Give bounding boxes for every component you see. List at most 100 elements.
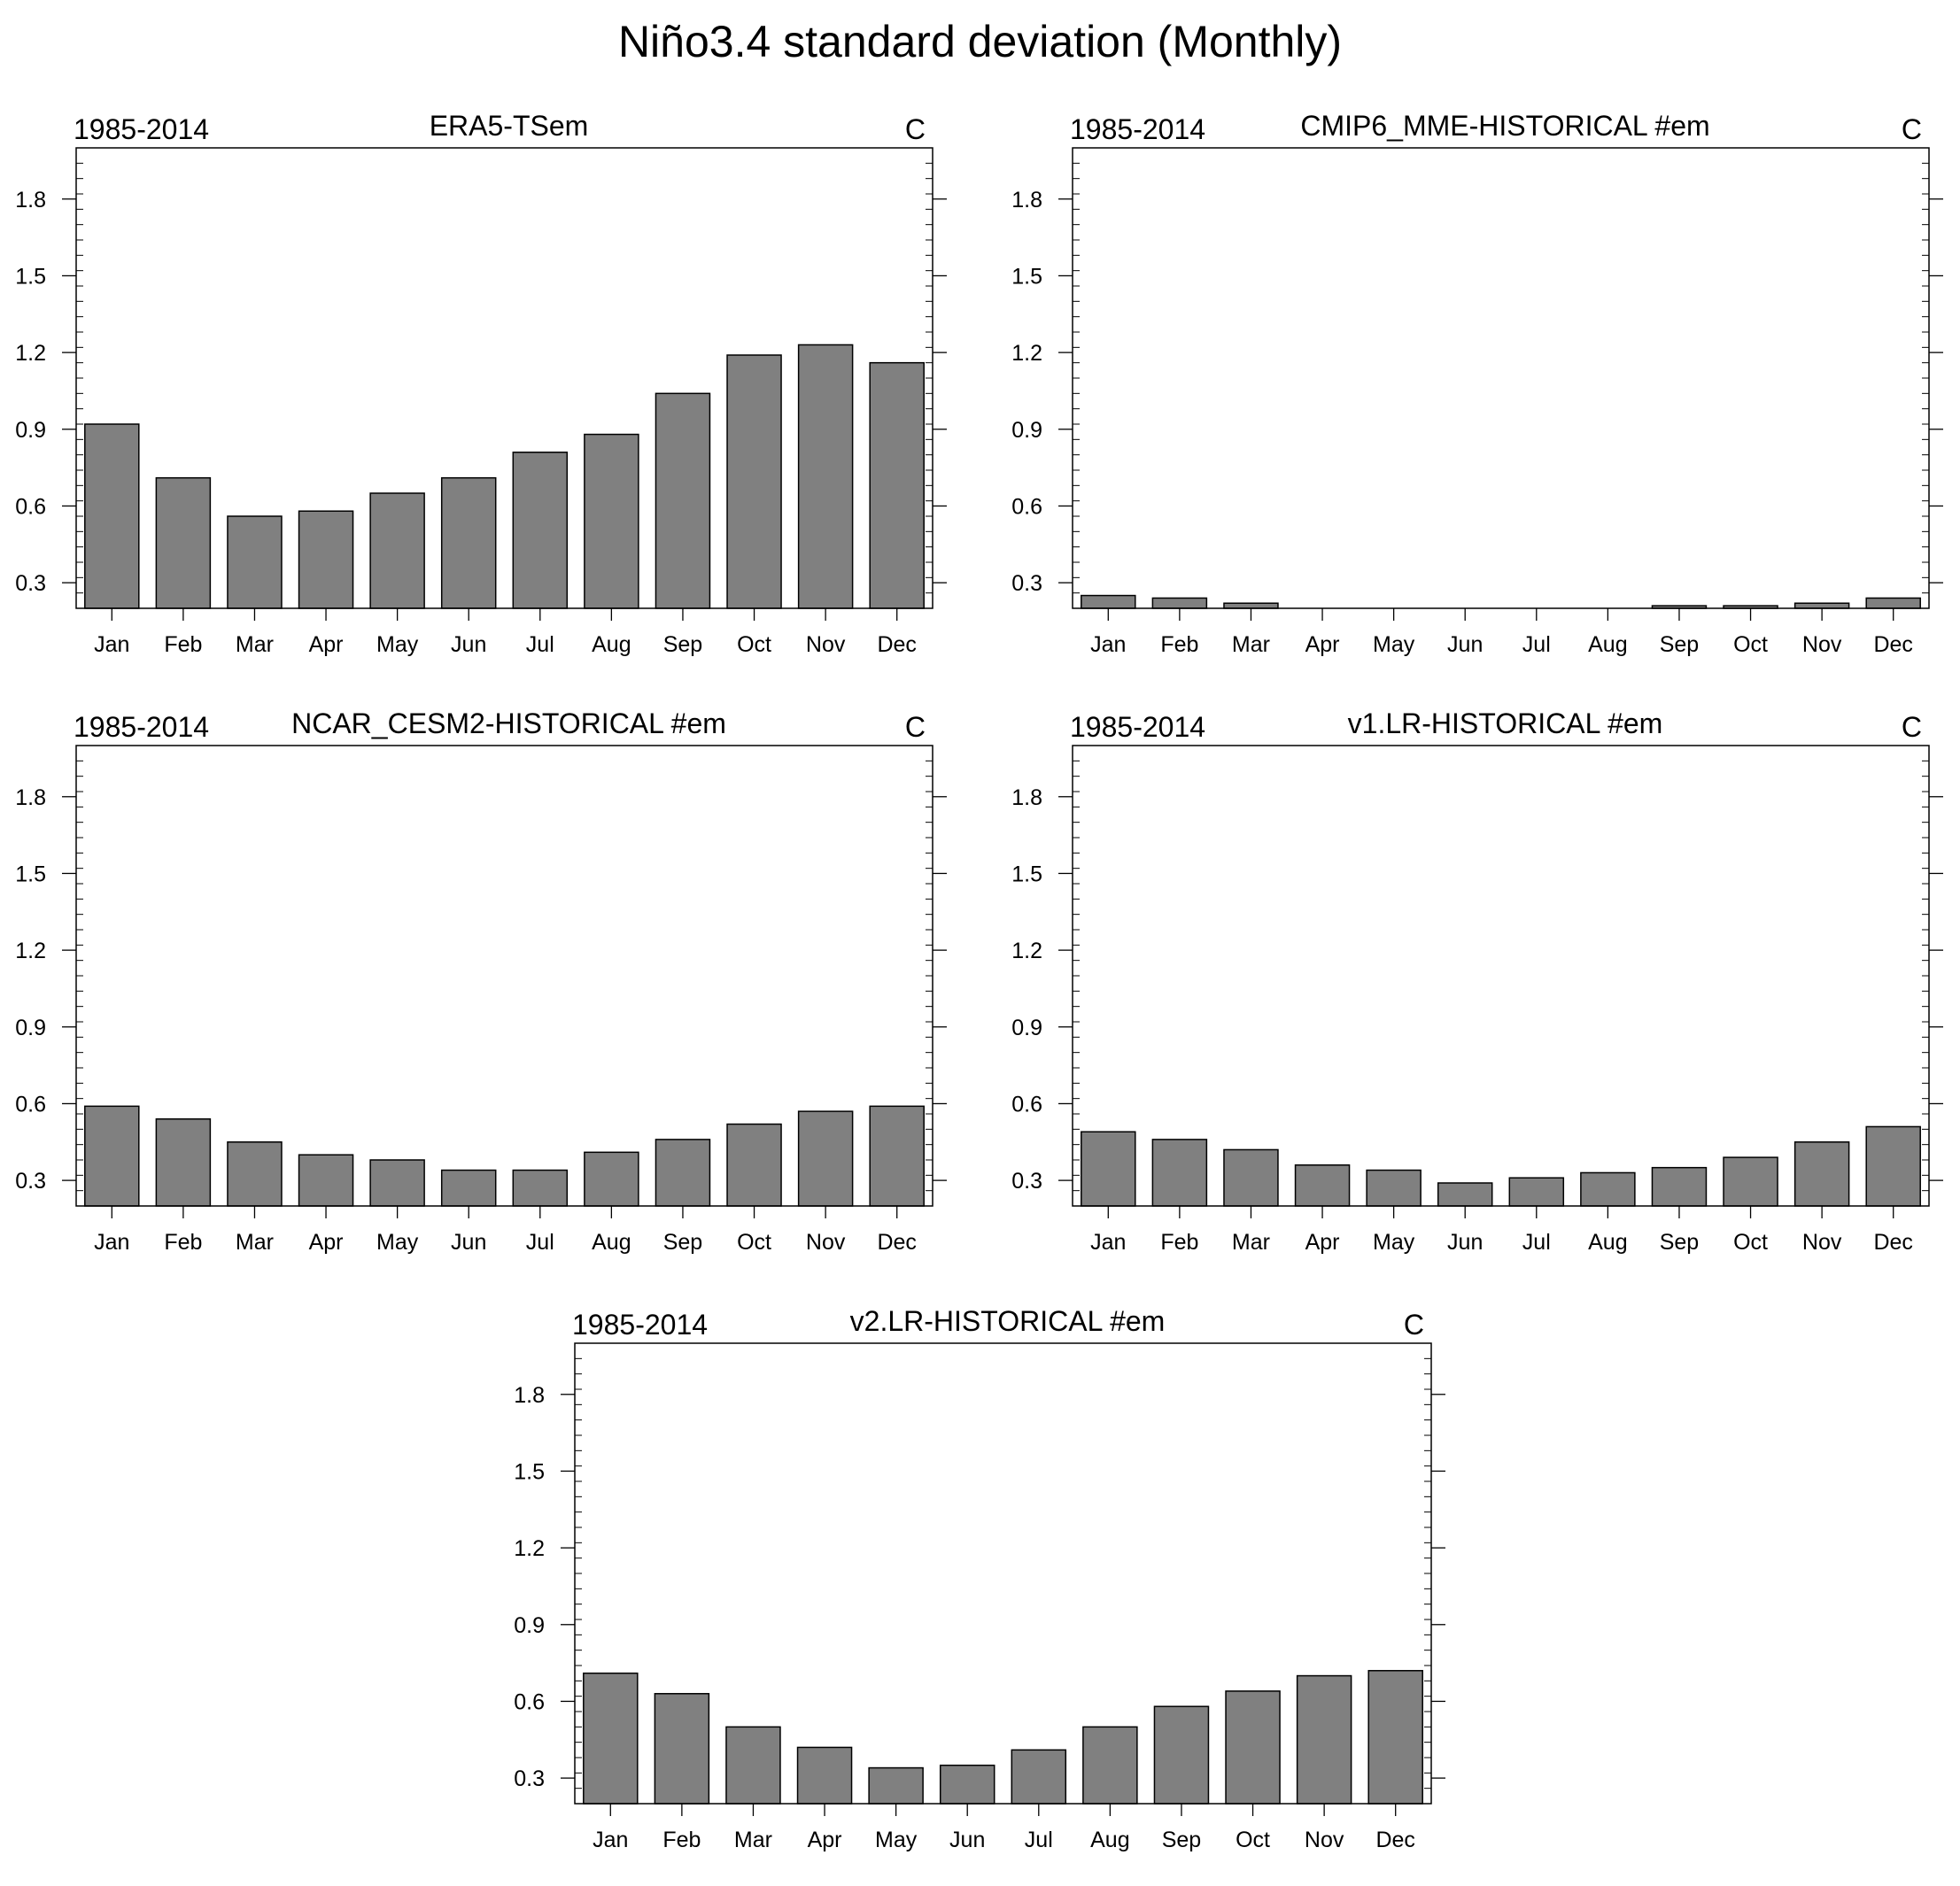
bar-may xyxy=(868,1766,924,1805)
x-tick-label-oct: Oct xyxy=(1733,632,1768,657)
y-tick-label: 0.6 xyxy=(514,1689,545,1714)
x-tick-label-mar: Mar xyxy=(236,632,274,657)
y-tick-label: 0.9 xyxy=(514,1613,545,1638)
bar-mar xyxy=(725,1726,781,1805)
bar-jan xyxy=(1081,1131,1136,1207)
x-tick-label-jan: Jan xyxy=(1090,632,1126,657)
y-tick-label: 0.6 xyxy=(15,494,46,519)
x-tick-label-apr: Apr xyxy=(808,1828,842,1852)
y-tick-label: 1.5 xyxy=(514,1459,545,1484)
bar-oct xyxy=(726,1123,782,1207)
bar-mar xyxy=(1223,1148,1279,1207)
bar-dec xyxy=(869,361,925,609)
y-tick-label: 0.6 xyxy=(1011,1092,1042,1117)
x-tick-label-mar: Mar xyxy=(1232,632,1270,657)
x-tick-label-nov: Nov xyxy=(1802,1230,1842,1255)
bar-jan xyxy=(84,423,140,609)
bar-mar xyxy=(227,1141,283,1207)
bar-sep xyxy=(655,392,711,609)
x-tick-label-feb: Feb xyxy=(1160,1230,1198,1255)
x-tick-label-jul: Jul xyxy=(1522,1230,1551,1255)
period-label: 1985-2014 xyxy=(74,113,209,145)
bar-apr xyxy=(1294,1164,1351,1207)
y-tick-label: 0.9 xyxy=(15,418,46,443)
x-tick-label-aug: Aug xyxy=(1588,1230,1627,1255)
x-tick-label-jun: Jun xyxy=(949,1828,985,1852)
bar-sep xyxy=(1153,1705,1210,1805)
x-tick-label-may: May xyxy=(875,1828,918,1852)
y-tick-label: 1.2 xyxy=(1011,341,1042,366)
bar-nov xyxy=(797,344,854,609)
bar-dec xyxy=(1367,1670,1423,1805)
bar-aug xyxy=(1580,1171,1636,1207)
bar-jul xyxy=(512,452,569,609)
panel-v1-lr: 1985-2014 v1.LR-HISTORICAL #em C 0.3 0.6 0.9 1… xyxy=(1011,707,1943,1255)
bar-dec xyxy=(1865,1125,1921,1207)
x-tick-label-jun: Jun xyxy=(1447,632,1483,657)
bar-jun xyxy=(440,1169,497,1207)
y-tick-label: 0.3 xyxy=(1011,1169,1042,1194)
x-tick-label-jul: Jul xyxy=(1025,1828,1053,1852)
bar-jul xyxy=(512,1169,569,1207)
y-tick-label: 0.3 xyxy=(15,1169,46,1194)
x-tick-label-sep: Sep xyxy=(663,1230,702,1255)
period-label: 1985-2014 xyxy=(1070,113,1205,145)
units-label: C xyxy=(905,113,926,145)
x-tick-label-jan: Jan xyxy=(94,1230,129,1255)
x-tick-label-dec: Dec xyxy=(1873,1230,1912,1255)
x-tick-label-oct: Oct xyxy=(737,632,771,657)
bar-oct xyxy=(1723,1156,1778,1207)
x-tick-label-mar: Mar xyxy=(1232,1230,1270,1255)
panel-title: ERA5-TSem xyxy=(430,110,589,142)
x-tick-label-jun: Jun xyxy=(451,632,486,657)
period-label: 1985-2014 xyxy=(1070,711,1205,743)
panel-cmip6-mme: 1985-2014 CMIP6_MME-HISTORICAL #em C 0.3 0.6… xyxy=(1011,110,1943,657)
x-tick-label-may: May xyxy=(376,1230,419,1255)
x-tick-label-jul: Jul xyxy=(526,1230,554,1255)
x-tick-label-sep: Sep xyxy=(663,632,702,657)
figure-title: Niño3.4 standard deviation (Monthly) xyxy=(617,17,1343,66)
bar-feb xyxy=(1151,597,1208,609)
bar-may xyxy=(369,492,425,609)
y-tick-label: 1.2 xyxy=(1011,939,1042,963)
y-tick-label: 1.8 xyxy=(1011,188,1042,213)
y-tick-label: 1.5 xyxy=(1011,862,1042,886)
y-tick-label: 0.9 xyxy=(1011,418,1042,443)
bar-jul xyxy=(1011,1749,1067,1805)
y-tick-label: 0.3 xyxy=(1011,571,1042,596)
x-tick-label-nov: Nov xyxy=(1802,632,1842,657)
bar-mar xyxy=(227,515,283,609)
units-label: C xyxy=(1902,113,1922,145)
x-tick-label-jan: Jan xyxy=(1090,1230,1126,1255)
x-tick-label-mar: Mar xyxy=(734,1828,772,1852)
panel-title: v2.LR-HISTORICAL #em xyxy=(850,1305,1166,1337)
y-tick-label: 1.8 xyxy=(1011,785,1042,810)
bar-aug xyxy=(584,1151,639,1207)
bar-jan xyxy=(1081,594,1136,609)
x-tick-label-jun: Jun xyxy=(1447,1230,1483,1255)
bar-oct xyxy=(1225,1690,1281,1805)
x-tick-label-sep: Sep xyxy=(1660,1230,1699,1255)
y-tick-label: 0.9 xyxy=(1011,1016,1042,1040)
y-tick-label: 1.5 xyxy=(1011,264,1042,289)
y-tick-label: 1.8 xyxy=(15,188,46,213)
units-label: C xyxy=(1902,711,1922,743)
bar-jan xyxy=(583,1672,639,1805)
bar-oct xyxy=(726,354,782,609)
panel-era5: 1985-2014 ERA5-TSem C 0.3 0.6 0.9 1.2 1.5 1.8 Jan… xyxy=(15,110,947,657)
bar-feb xyxy=(1151,1139,1208,1207)
bar-sep xyxy=(655,1139,711,1207)
x-tick-label-mar: Mar xyxy=(236,1230,274,1255)
x-tick-label-may: May xyxy=(1373,632,1415,657)
y-tick-label: 0.9 xyxy=(15,1016,46,1040)
bar-jun xyxy=(1437,1182,1493,1207)
x-tick-label-oct: Oct xyxy=(737,1230,771,1255)
x-tick-label-apr: Apr xyxy=(1305,632,1340,657)
y-tick-label: 1.2 xyxy=(514,1536,545,1561)
x-tick-label-feb: Feb xyxy=(662,1828,701,1852)
bar-jun xyxy=(939,1764,995,1805)
bar-apr xyxy=(298,1154,354,1207)
plot-frame xyxy=(1072,147,1930,609)
x-tick-label-feb: Feb xyxy=(164,1230,202,1255)
x-tick-label-nov: Nov xyxy=(806,1230,846,1255)
